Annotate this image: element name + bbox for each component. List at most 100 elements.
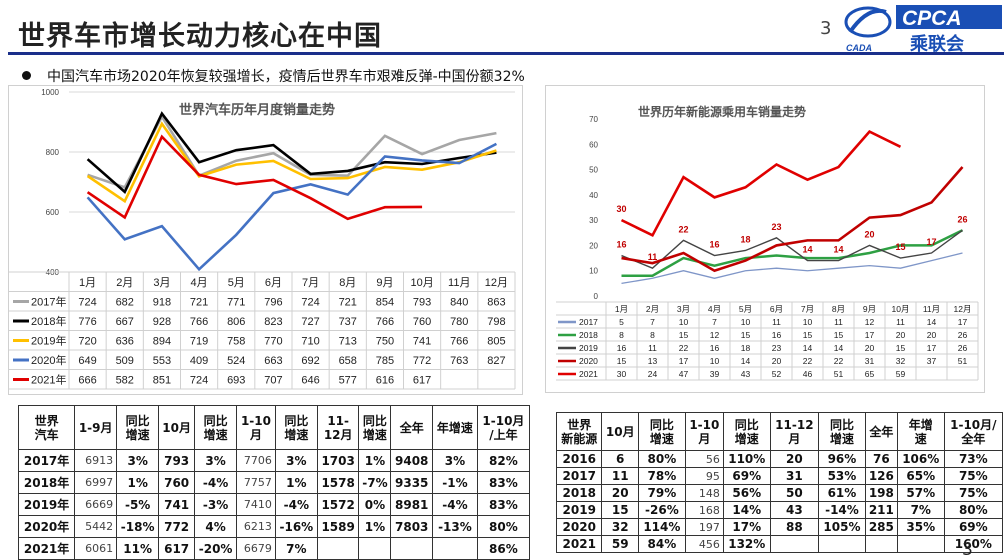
table-cell: 2016: [555, 450, 603, 468]
table-cell: [432, 537, 478, 560]
data-cell: 65: [865, 369, 875, 379]
table-cell: [864, 535, 898, 553]
table-cell: 75%: [943, 467, 1004, 485]
legend-label: 2021: [579, 369, 598, 379]
table-cell: [769, 535, 820, 553]
data-cell: 760: [413, 316, 431, 328]
table-cell: -4%: [274, 493, 318, 516]
data-cell: 707: [264, 375, 282, 387]
table-cell: 132%: [722, 535, 771, 553]
data-cell: 766: [376, 316, 394, 328]
data-cell: 23: [772, 343, 782, 353]
point-label: 14: [802, 245, 812, 255]
table-cell: 1578: [316, 471, 360, 494]
logo-globe-icon: [844, 6, 892, 38]
table-cell: 1%: [358, 515, 392, 538]
point-label: 17: [926, 237, 936, 247]
data-cell: 39: [710, 369, 720, 379]
table-header-cell: 同比 增速: [274, 405, 318, 450]
table-cell: 6061: [74, 537, 118, 560]
table-header-cell: 年增速: [432, 405, 478, 450]
table-cell: 82%: [476, 449, 531, 472]
table-cell: 43: [769, 501, 820, 519]
data-cell: 724: [301, 297, 319, 309]
table-cell: 6913: [74, 449, 118, 472]
data-cell: 10: [741, 317, 751, 327]
data-cell: 763: [450, 355, 468, 367]
table-row: 2017 11 78% 95 69% 31 53% 126 65% 75%: [555, 467, 1004, 485]
data-cell: 24: [648, 369, 658, 379]
table-cell: 84%: [637, 535, 686, 553]
table-row: 2020年 5442 -18% 772 4% 6213 -16% 1589 1% 7803 -13%…: [17, 515, 531, 538]
table-cell: 2021: [555, 535, 603, 553]
data-cell: 616: [376, 375, 394, 387]
data-cell: 854: [376, 297, 394, 309]
table-cell: 2019年: [17, 493, 76, 516]
data-cell: 863: [487, 297, 505, 309]
table-header-cell: 10月: [158, 405, 196, 450]
table-header-cell: 1-10 月: [684, 412, 724, 451]
table-cell: 2019: [555, 501, 603, 519]
data-cell: 14: [834, 343, 844, 353]
table-cell: 83%: [476, 471, 531, 494]
point-label: 16: [709, 240, 719, 250]
series-line-2019年: [86, 121, 497, 204]
data-cell: 18: [741, 343, 751, 353]
data-cell: 710: [301, 336, 319, 348]
data-cell: 22: [803, 356, 813, 366]
table-cell: 6679: [236, 537, 276, 560]
table-header-cell: 同比 增速: [722, 412, 771, 451]
table-header-cell: 同比 增速: [637, 412, 686, 451]
data-cell: 37: [927, 356, 937, 366]
table-cell: 80%: [943, 501, 1004, 519]
y-tick-label: 800: [46, 148, 60, 157]
y-tick-label: 600: [46, 208, 60, 217]
table-cell: 114%: [637, 518, 686, 536]
point-label: 14: [833, 245, 843, 255]
table-cell: 86%: [476, 537, 531, 560]
legend-label: 2021年: [31, 373, 66, 387]
table-cell: -4%: [432, 493, 478, 516]
series-line-2020: [621, 166, 964, 273]
table-cell: 1%: [116, 471, 160, 494]
page-number-top: 3: [820, 18, 832, 39]
logo-text: CPCA: [902, 7, 962, 30]
data-cell: 15: [617, 356, 627, 366]
data-cell: 928: [153, 316, 171, 328]
data-cell: 776: [78, 316, 96, 328]
x-tick-label: 6月: [265, 277, 282, 289]
summary-bullet: 中国汽车市场2020年恢复较强增长，疫情后世界车市艰难反弹-中国份额32%: [22, 66, 525, 86]
table-cell: -3%: [194, 493, 238, 516]
data-cell: 22: [679, 343, 689, 353]
data-cell: 17: [865, 330, 875, 340]
table-cell: 456: [684, 535, 724, 553]
legend-label: 2019: [579, 343, 598, 353]
table-header-cell: 1-10月/上年: [476, 405, 531, 450]
point-label: 15: [895, 242, 905, 252]
table-cell: 7803: [390, 515, 434, 538]
table-cell: 17%: [722, 518, 771, 536]
data-cell: 51: [834, 369, 844, 379]
data-cell: 796: [264, 297, 282, 309]
table-cell: 6: [601, 450, 639, 468]
data-cell: 16: [772, 330, 782, 340]
table-header-cell: 同比 增速: [358, 405, 392, 450]
data-cell: 766: [450, 336, 468, 348]
table-cell: -13%: [432, 515, 478, 538]
data-cell: 14: [741, 356, 751, 366]
data-cell: 509: [116, 355, 134, 367]
table-cell: 3%: [432, 449, 478, 472]
x-tick-label: 3月: [677, 304, 690, 314]
x-tick-label: 4月: [191, 277, 208, 289]
table-cell: 1%: [358, 449, 392, 472]
table-row: 2021 59 84% 456 132% 160%: [555, 535, 1004, 553]
x-tick-label: 1月: [79, 277, 96, 289]
table-cell: 197: [684, 518, 724, 536]
data-cell: 5: [619, 317, 624, 327]
table-header-cell: 同比 增速: [116, 405, 160, 450]
table-cell: 760: [158, 471, 196, 494]
data-cell: 59: [896, 369, 906, 379]
data-cell: 20: [896, 330, 906, 340]
table-cell: 79%: [637, 484, 686, 502]
table-cell: 5442: [74, 515, 118, 538]
